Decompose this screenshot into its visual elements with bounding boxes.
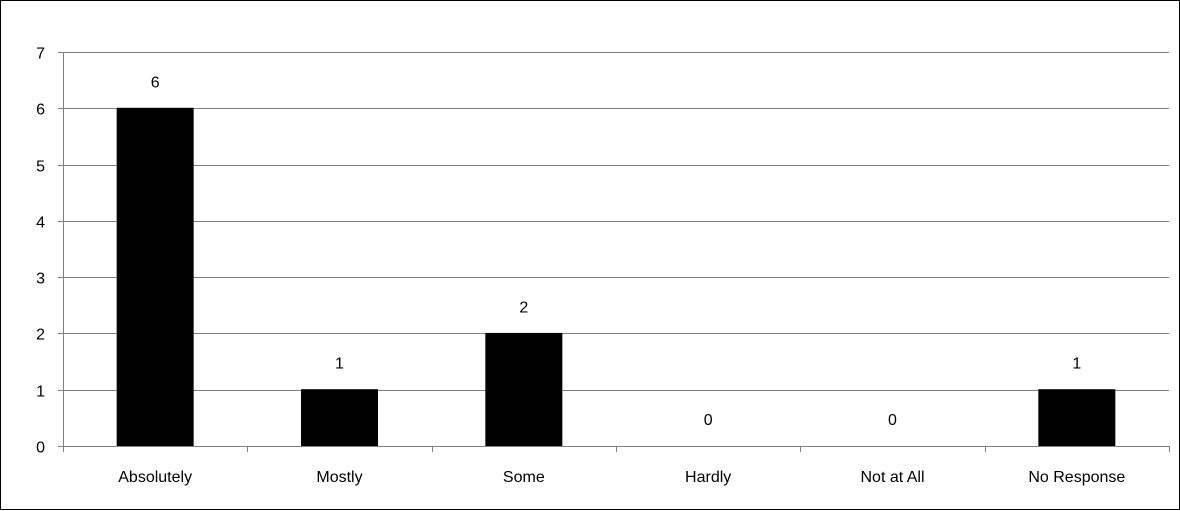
x-tick-label: Mostly [316, 469, 362, 486]
axes [58, 52, 1170, 452]
x-tick-label: Some [503, 469, 545, 486]
x-tick-label: No Response [1028, 469, 1125, 486]
x-tick-label: Not at All [860, 469, 924, 486]
y-tick-label: 4 [36, 215, 45, 232]
data-label: 0 [888, 412, 897, 429]
gridlines [63, 52, 1169, 391]
x-tick-label: Hardly [685, 469, 731, 486]
y-tick-label: 7 [36, 46, 45, 63]
x-tick-label: Absolutely [118, 469, 192, 486]
data-label: 6 [151, 74, 160, 91]
bar-some [485, 332, 563, 447]
y-tick-label: 3 [36, 271, 45, 288]
y-tick-label: 6 [36, 102, 45, 119]
x-tick-labels: Absolutely Mostly Some Hardly Not at All No R… [118, 469, 1125, 486]
y-tick-label: 0 [36, 440, 45, 457]
y-tick-labels: 0 1 2 3 4 5 6 7 [36, 46, 45, 457]
bars [116, 107, 1116, 447]
data-labels: 6 1 2 0 0 1 [151, 74, 1082, 429]
data-label: 1 [335, 356, 344, 373]
data-label: 2 [519, 299, 528, 316]
bar-absolutely [116, 107, 194, 447]
y-tick-label: 1 [36, 384, 45, 401]
bar-mostly [301, 389, 378, 447]
y-tick-label: 5 [36, 159, 45, 176]
data-label: 1 [1072, 356, 1081, 373]
y-tick-label: 2 [36, 327, 45, 344]
data-label: 0 [704, 412, 713, 429]
bar-no-response [1038, 389, 1116, 447]
